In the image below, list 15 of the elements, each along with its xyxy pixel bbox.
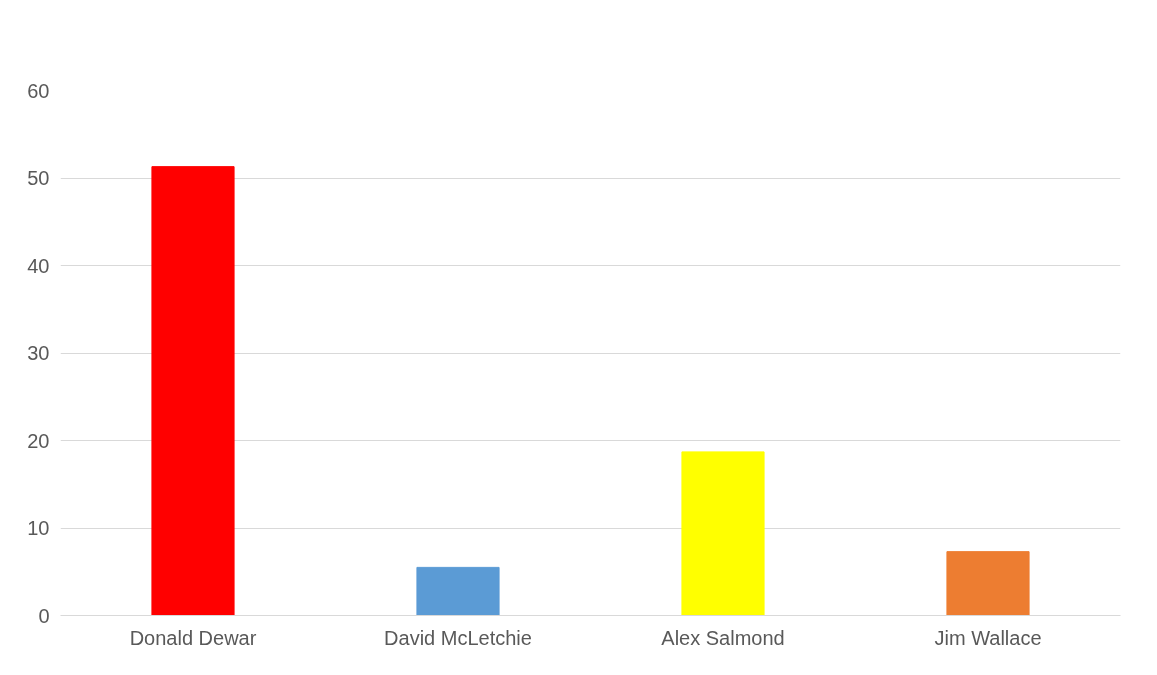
y-tick-label: 40 (27, 254, 50, 277)
bar (151, 166, 235, 616)
y-tick-label: 0 (38, 604, 50, 627)
x-tick-label: David McLetchie (384, 626, 532, 649)
x-tick-label: Alex Salmond (661, 626, 785, 649)
bar (416, 566, 500, 616)
y-tick-label: 20 (27, 429, 50, 452)
y-tick-label: 50 (27, 167, 50, 189)
x-tick-label: Jim Wallace (934, 626, 1042, 649)
bar (681, 451, 765, 616)
y-tick-label: 30 (27, 342, 50, 364)
x-tick-label: Donald Dewar (129, 626, 257, 649)
y-tick-label: 10 (27, 517, 50, 539)
y-tick-label: 60 (27, 79, 50, 102)
bar (946, 551, 1030, 616)
